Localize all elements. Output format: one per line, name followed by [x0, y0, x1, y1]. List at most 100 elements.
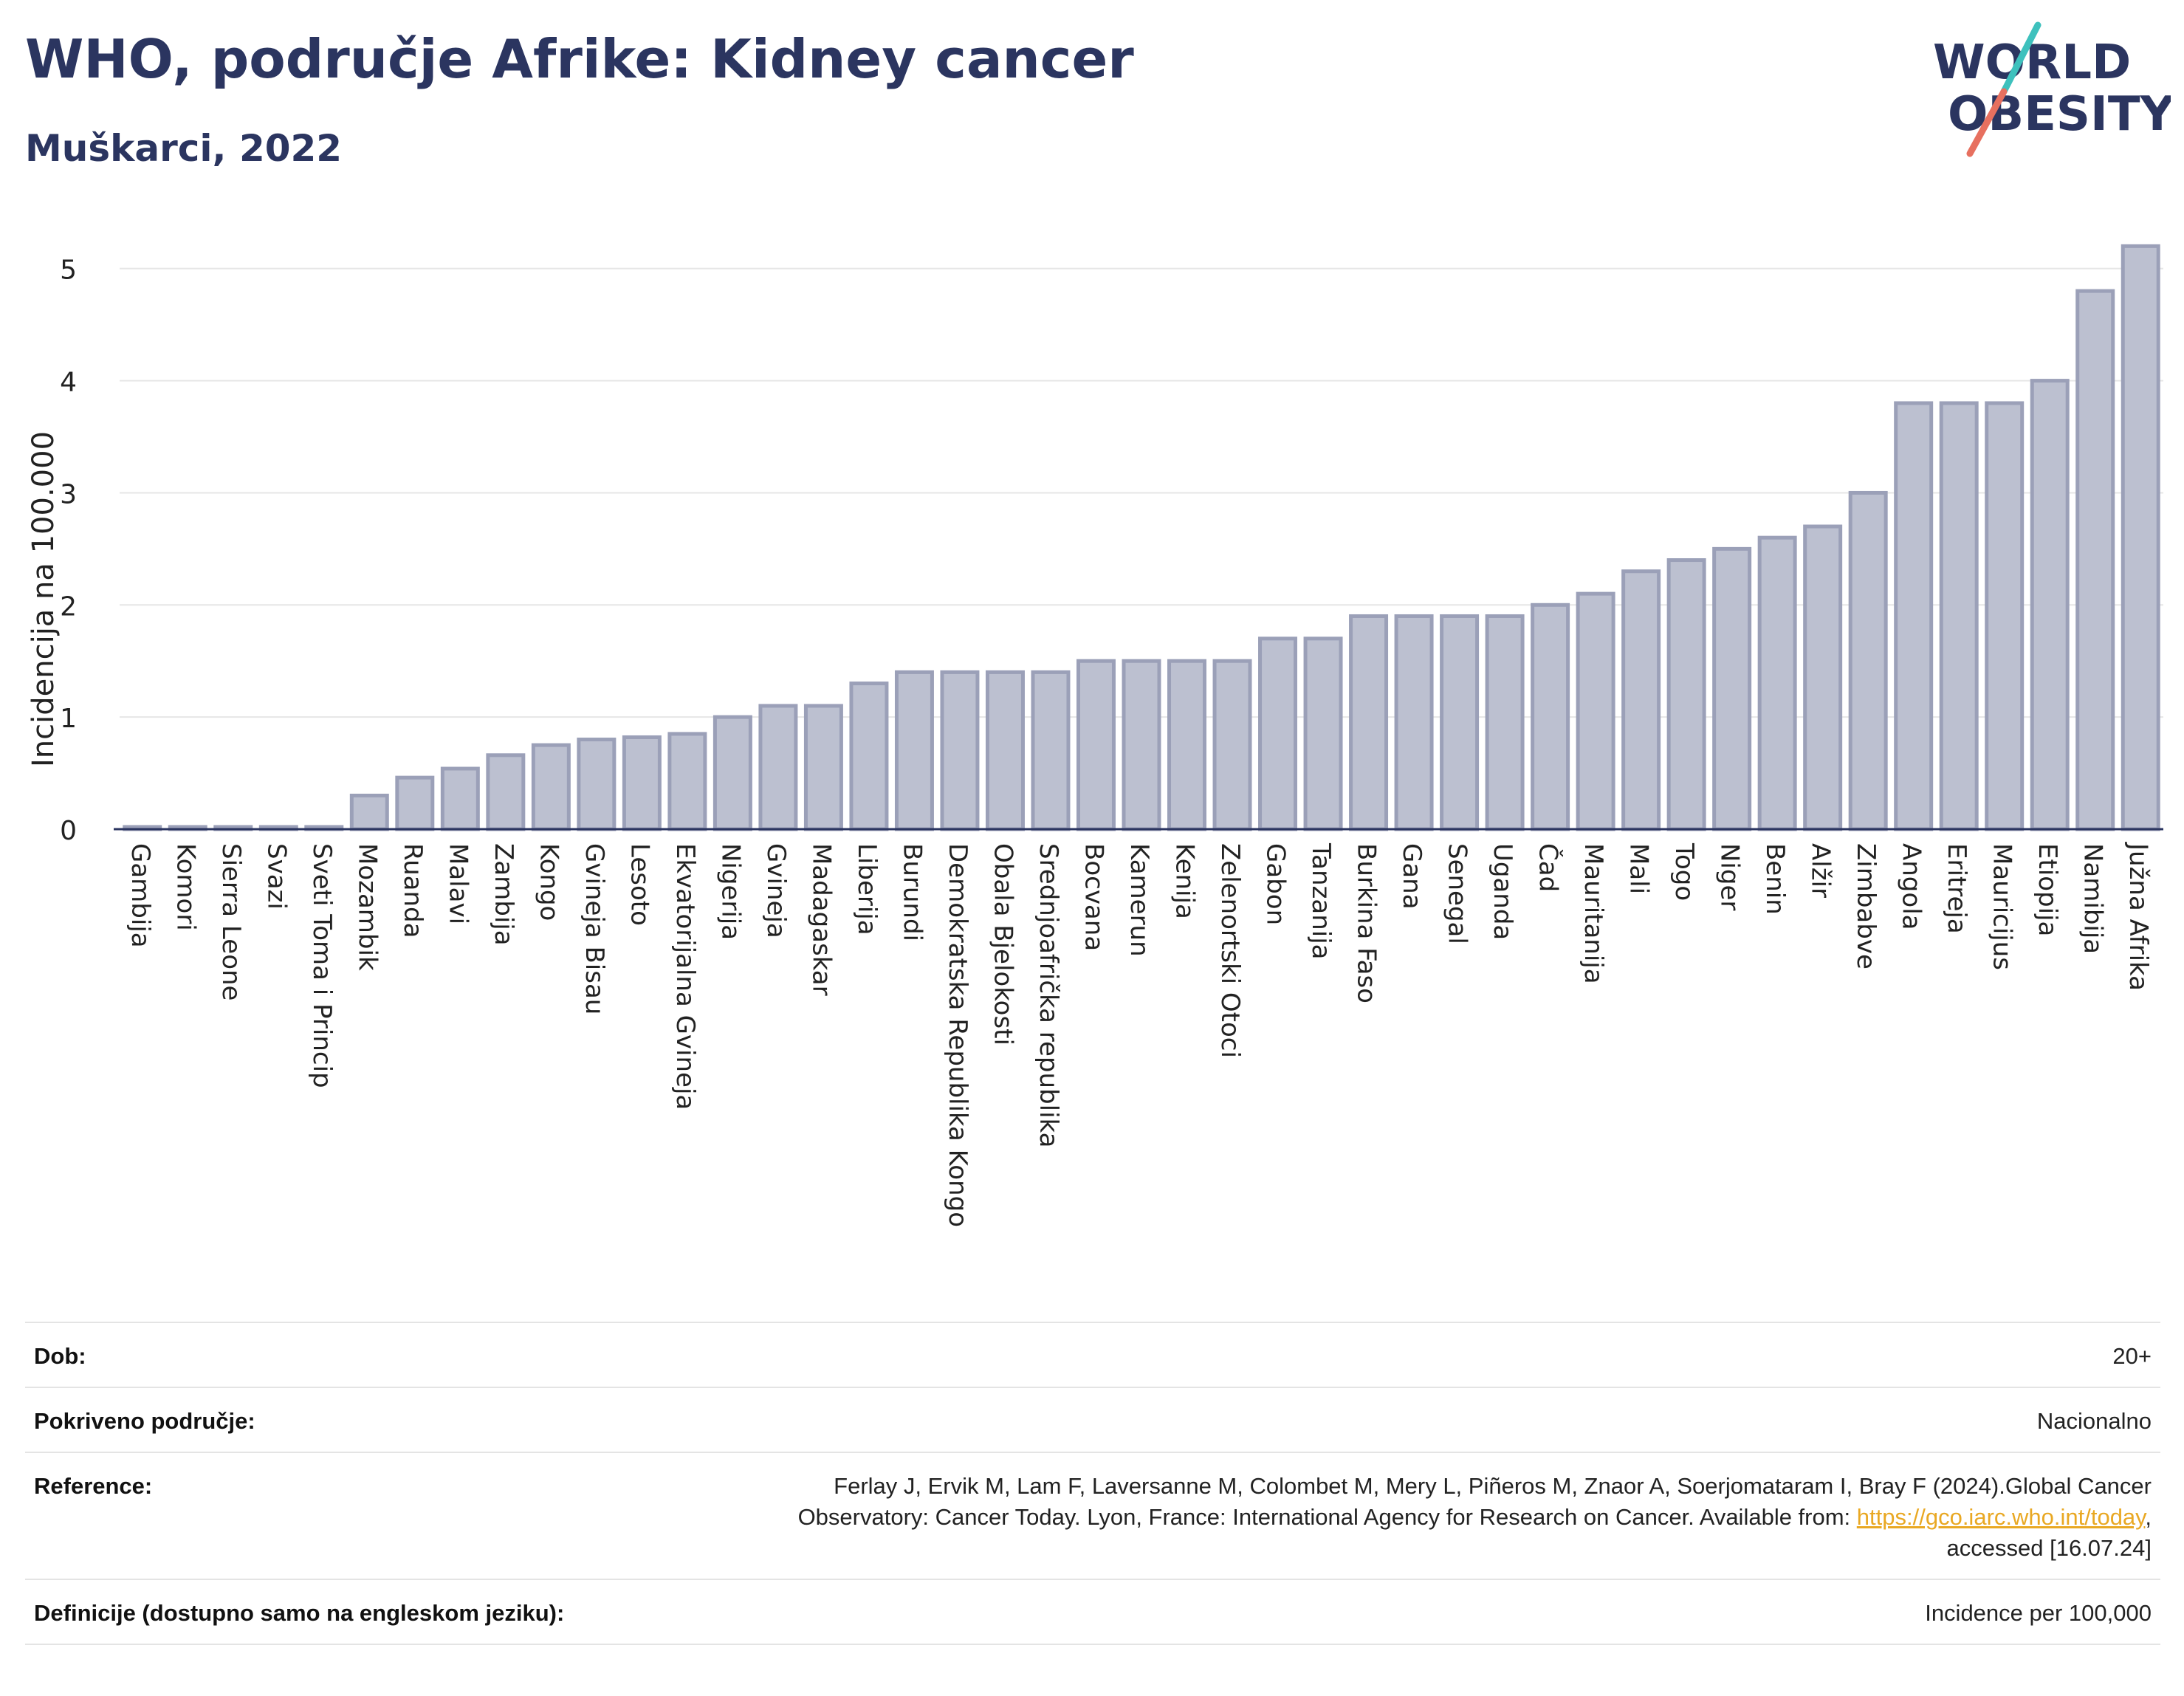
- bar: [1666, 558, 1706, 831]
- bar: [1349, 614, 1389, 831]
- x-tick-label: Senegal: [1443, 843, 1472, 944]
- bar: [1394, 614, 1434, 831]
- x-tick-label: Mozambik: [352, 843, 382, 971]
- x-tick-label: Mali: [1624, 843, 1654, 894]
- x-tick-label: Svazi: [261, 843, 291, 910]
- world-obesity-logo: WORLD OBESITY: [1933, 21, 2171, 157]
- definition-label: Definicije (dostupno samo na engleskom j…: [34, 1600, 565, 1626]
- age-label: Dob:: [34, 1343, 86, 1369]
- bar-chart: 0 1 2 3 4 5 Gambija Komori Sierra Leone Svazi Sve…: [27, 244, 2163, 1227]
- bar: [712, 715, 752, 831]
- bar: [1440, 614, 1480, 831]
- x-tick-label: Benin: [1760, 843, 1790, 915]
- coverage-label: Pokriveno područje:: [34, 1408, 255, 1434]
- x-tick-label: Južna Afrika: [2123, 842, 2153, 991]
- bar: [440, 766, 480, 831]
- x-tick-label: Nigerija: [715, 843, 745, 940]
- reference-text-1: Ferlay J, Ervik M, Lam F, Laversanne M, …: [834, 1473, 2152, 1499]
- bar: [1258, 636, 1298, 831]
- bar: [1122, 659, 1161, 831]
- x-tick-label: Niger: [1715, 843, 1745, 910]
- x-tick-label: Mauritanija: [1579, 843, 1608, 984]
- coverage-value: Nacionalno: [2036, 1408, 2152, 1434]
- x-tick-label: Demokratska Republika Kongo: [943, 843, 972, 1227]
- x-tick-label: Ruanda: [398, 843, 427, 938]
- x-tick-label: Kenija: [1170, 843, 1200, 919]
- x-tick-label: Alžir: [1806, 843, 1836, 898]
- y-tick-label: 1: [60, 704, 77, 734]
- y-tick-label: 0: [60, 816, 77, 846]
- bar: [1985, 401, 2025, 831]
- bar: [1303, 636, 1343, 831]
- x-tick-label: Etiopija: [2033, 843, 2062, 936]
- bar: [667, 732, 707, 831]
- x-tick-label: Madagaskar: [806, 843, 836, 996]
- x-tick-label: Gambija: [126, 843, 155, 948]
- bar: [803, 704, 843, 831]
- bar: [2030, 379, 2070, 831]
- x-tick-label: Srednjoafrička republika: [1034, 843, 1063, 1147]
- x-tick-label: Togo: [1669, 842, 1699, 901]
- x-tick-label: Ekvatorijalna Gvineja: [670, 843, 700, 1110]
- bar: [531, 743, 571, 831]
- x-tick-label: Kongo: [534, 843, 563, 921]
- bar: [395, 775, 435, 831]
- bar: [2121, 244, 2160, 831]
- x-tick-label: Lesoto: [625, 843, 654, 926]
- x-tick-label: Zambija: [489, 843, 518, 946]
- bar: [1531, 602, 1570, 831]
- bar: [985, 670, 1025, 831]
- bar: [1803, 524, 1843, 831]
- x-tick-label: Uganda: [1488, 843, 1517, 940]
- reference-text-4: accessed [16.07.24]: [1946, 1535, 2152, 1561]
- age-value: 20+: [2112, 1343, 2152, 1369]
- x-tick-label: Kamerun: [1124, 843, 1154, 957]
- bar: [486, 753, 526, 831]
- logo-slash-coral: [1966, 88, 2008, 157]
- logo-text-world: WORLD: [1933, 35, 2131, 90]
- y-tick-label: 2: [60, 591, 77, 622]
- bar: [1212, 659, 1252, 831]
- x-tick-label: Malavi: [443, 843, 473, 924]
- bar: [1939, 401, 1979, 831]
- bar: [1894, 401, 1934, 831]
- reference-value: Ferlay J, Ervik M, Lam F, Laversanne M, …: [601, 1471, 2152, 1564]
- x-tick-label: Obala Bjelokosti: [988, 843, 1017, 1046]
- reference-text-3: ,: [2145, 1504, 2152, 1530]
- bar: [1031, 670, 1071, 831]
- info-row-coverage: Pokriveno područje: Nacionalno: [25, 1387, 2160, 1452]
- logo-slash-teal: [2000, 21, 2042, 95]
- x-tick-label: Zelenortski Otoci: [1215, 843, 1245, 1058]
- x-tick-label: Gana: [1397, 843, 1426, 910]
- x-tick-label: Gabon: [1261, 843, 1291, 925]
- reference-link[interactable]: https://gco.iarc.who.int/today: [1856, 1504, 2146, 1530]
- chart-title: WHO, područje Afrike: Kidney cancer: [25, 28, 1134, 90]
- bar: [622, 735, 662, 831]
- reference-text-2: Observatory: Cancer Today. Lyon, France:…: [797, 1504, 1857, 1530]
- x-tick-label: Čad: [1534, 843, 1564, 892]
- x-tick-label: Tanzanija: [1306, 842, 1336, 959]
- x-tick-label: Gvineja Bisau: [580, 843, 609, 1014]
- bar: [1621, 569, 1661, 831]
- bar: [1848, 490, 1888, 831]
- bar: [1712, 546, 1752, 831]
- info-table: Dob: 20+ Pokriveno područje: Nacionalno …: [25, 1322, 2160, 1645]
- x-tick-label: Angola: [1897, 843, 1926, 930]
- x-tick-labels: Gambija Komori Sierra Leone Svazi Sveti Toma…: [126, 842, 2153, 1227]
- x-tick-label: Bocvana: [1079, 843, 1108, 951]
- info-row-reference: Reference: Ferlay J, Ervik M, Lam F, Lav…: [25, 1452, 2160, 1579]
- bar: [1076, 659, 1116, 831]
- y-tick-label: 4: [60, 368, 77, 398]
- bars: [123, 244, 2160, 831]
- definition-value: Incidence per 100,000: [1925, 1600, 2152, 1626]
- x-tick-label: Gvineja: [761, 843, 791, 938]
- chart-subtitle: Muškarci, 2022: [25, 127, 343, 170]
- bar: [1757, 535, 1797, 831]
- x-tick-label: Burundi: [897, 843, 927, 941]
- bar: [1485, 614, 1525, 831]
- x-tick-label: Sierra Leone: [216, 843, 246, 1000]
- x-tick-label: Komori: [171, 843, 200, 931]
- x-tick-label: Mauricijus: [1988, 843, 2017, 970]
- x-tick-label: Burkina Faso: [1352, 843, 1381, 1003]
- x-tick-label: Zimbabve: [1851, 843, 1881, 969]
